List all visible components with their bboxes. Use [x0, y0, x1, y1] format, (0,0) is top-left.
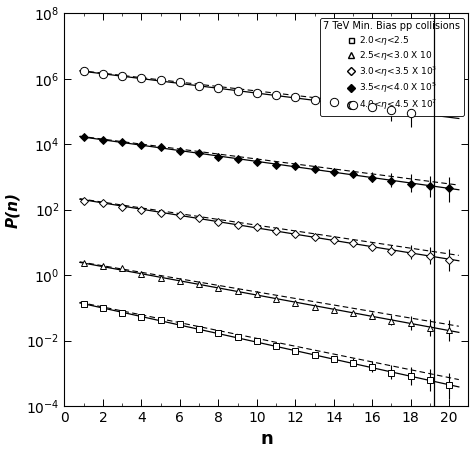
- Legend: 2.0<$\eta$<2.5, 2.5<$\eta$<3.0 X 10, 3.0<$\eta$<3.5 X 10$^{3}$, 3.5<$\eta$<4.0 X: 2.0<$\eta$<2.5, 2.5<$\eta$<3.0 X 10, 3.0…: [319, 18, 464, 116]
- X-axis label: n: n: [260, 430, 273, 449]
- Y-axis label: P(n): P(n): [6, 192, 20, 228]
